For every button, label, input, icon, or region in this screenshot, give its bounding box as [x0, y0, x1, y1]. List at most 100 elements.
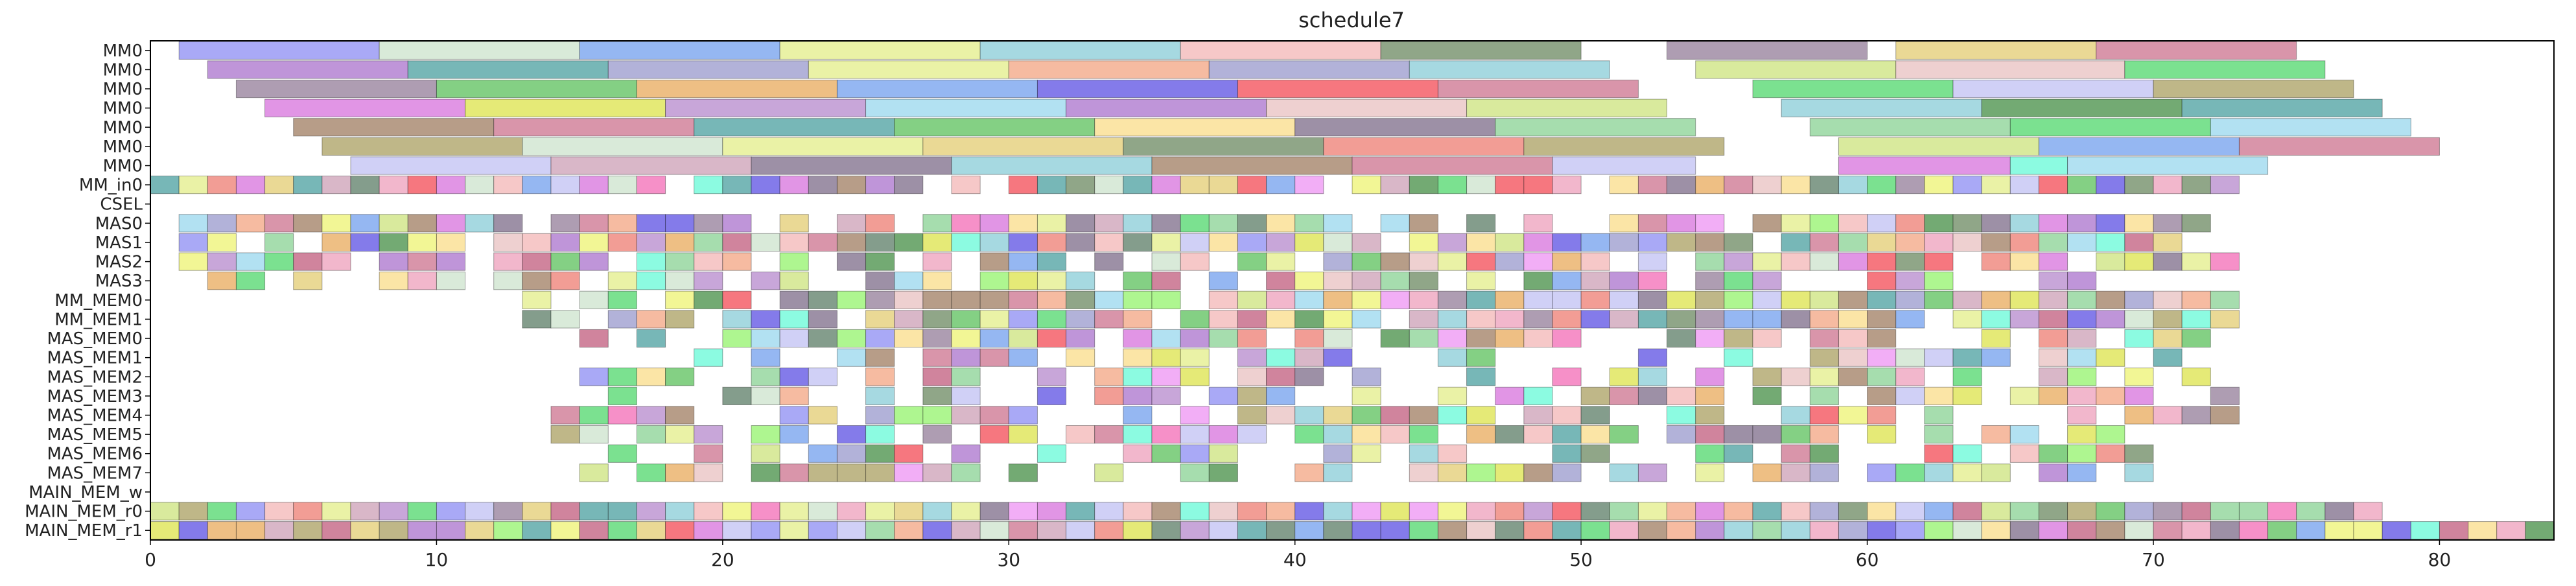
gantt-block	[351, 233, 379, 251]
gantt-block	[436, 522, 465, 539]
gantt-block	[1724, 329, 1753, 347]
gantt-block	[1982, 502, 2010, 520]
gantt-block	[1209, 387, 1237, 404]
gantt-block	[1753, 291, 1781, 309]
gantt-block	[2068, 445, 2096, 462]
gantt-block	[980, 233, 1009, 251]
gantt-block	[580, 464, 608, 482]
gantt-block	[1581, 233, 1610, 251]
gantt-block	[1953, 464, 1982, 482]
gantt-block	[1753, 368, 1781, 386]
gantt-block	[2182, 311, 2210, 328]
gantt-block	[1868, 233, 1896, 251]
gantt-block	[1696, 176, 1724, 193]
gantt-bar	[1295, 119, 1495, 136]
gantt-block	[1610, 176, 1638, 193]
gantt-block	[551, 272, 580, 290]
gantt-block	[980, 522, 1009, 539]
gantt-block	[408, 176, 436, 193]
gantt-block	[1868, 522, 1896, 539]
gantt-block	[608, 445, 637, 462]
y-tick-label: MAS3	[95, 272, 143, 291]
y-tick-label: MM0	[103, 80, 143, 99]
gantt-block	[1838, 291, 1867, 309]
y-tick-label: MAS2	[95, 253, 143, 272]
gantt-block	[808, 368, 837, 386]
gantt-block	[580, 291, 608, 309]
x-tick-label: 60	[1856, 549, 1879, 570]
gantt-block	[1352, 233, 1381, 251]
gantt-bar	[2010, 119, 2210, 136]
gantt-bar	[2125, 61, 2325, 78]
gantt-block	[379, 253, 408, 270]
gantt-block	[2096, 445, 2125, 462]
gantt-block	[1667, 311, 1696, 328]
gantt-block	[1638, 464, 1667, 482]
gantt-block	[1295, 522, 1324, 539]
gantt-block	[1180, 349, 1209, 366]
gantt-block	[1467, 406, 1495, 424]
gantt-block	[1352, 406, 1381, 424]
gantt-block	[1324, 464, 1352, 482]
gantt-block	[1868, 253, 1896, 270]
gantt-block	[866, 522, 895, 539]
gantt-block	[1810, 387, 1838, 404]
gantt-block	[1352, 291, 1381, 309]
gantt-bar	[580, 41, 780, 59]
gantt-block	[1667, 176, 1696, 193]
gantt-block	[1324, 329, 1352, 347]
gantt-block	[780, 502, 808, 520]
gantt-block	[2153, 233, 2182, 251]
gantt-block	[1552, 253, 1581, 270]
gantt-block	[1524, 464, 1552, 482]
gantt-block	[436, 215, 465, 232]
gantt-block	[1152, 329, 1180, 347]
gantt-block	[1237, 349, 1266, 366]
y-tick-label: MAS_MEM0	[47, 329, 143, 349]
gantt-block	[866, 464, 895, 482]
gantt-block	[1209, 502, 1237, 520]
gantt-block	[1696, 233, 1724, 251]
gantt-block	[895, 445, 923, 462]
gantt-block	[1409, 329, 1438, 347]
gantt-block	[1180, 253, 1209, 270]
gantt-block	[2125, 406, 2153, 424]
gantt-bar	[1009, 61, 1209, 78]
gantt-block	[952, 329, 980, 347]
gantt-bar	[1896, 41, 2096, 59]
gantt-block	[1552, 368, 1581, 386]
gantt-block	[808, 233, 837, 251]
gantt-block	[436, 176, 465, 193]
gantt-block	[1925, 502, 1953, 520]
gantt-block	[1753, 253, 1781, 270]
gantt-block	[379, 522, 408, 539]
gantt-block	[1667, 502, 1696, 520]
gantt-bar	[1781, 99, 1982, 117]
gantt-block	[1925, 464, 1953, 482]
gantt-block	[494, 502, 522, 520]
gantt-block	[1009, 272, 1037, 290]
gantt-block	[2153, 349, 2182, 366]
gantt-block	[866, 387, 895, 404]
gantt-block	[1237, 329, 1266, 347]
gantt-block	[1868, 349, 1896, 366]
gantt-block	[1295, 502, 1324, 520]
gantt-block	[1324, 502, 1352, 520]
gantt-block	[1925, 387, 1953, 404]
gantt-block	[694, 522, 723, 539]
gantt-block	[1552, 464, 1581, 482]
gantt-block	[952, 522, 980, 539]
gantt-block	[1638, 387, 1667, 404]
gantt-block	[1324, 253, 1352, 270]
gantt-block	[1267, 311, 1295, 328]
gantt-block	[1180, 406, 1209, 424]
gantt-block	[895, 406, 923, 424]
gantt-bar	[952, 157, 1152, 174]
gantt-block	[1524, 272, 1552, 290]
gantt-block	[666, 253, 694, 270]
gantt-block	[1495, 522, 1524, 539]
gantt-block	[1896, 349, 1925, 366]
gantt-block	[1267, 176, 1295, 193]
gantt-block	[1438, 387, 1466, 404]
gantt-block	[2010, 291, 2039, 309]
